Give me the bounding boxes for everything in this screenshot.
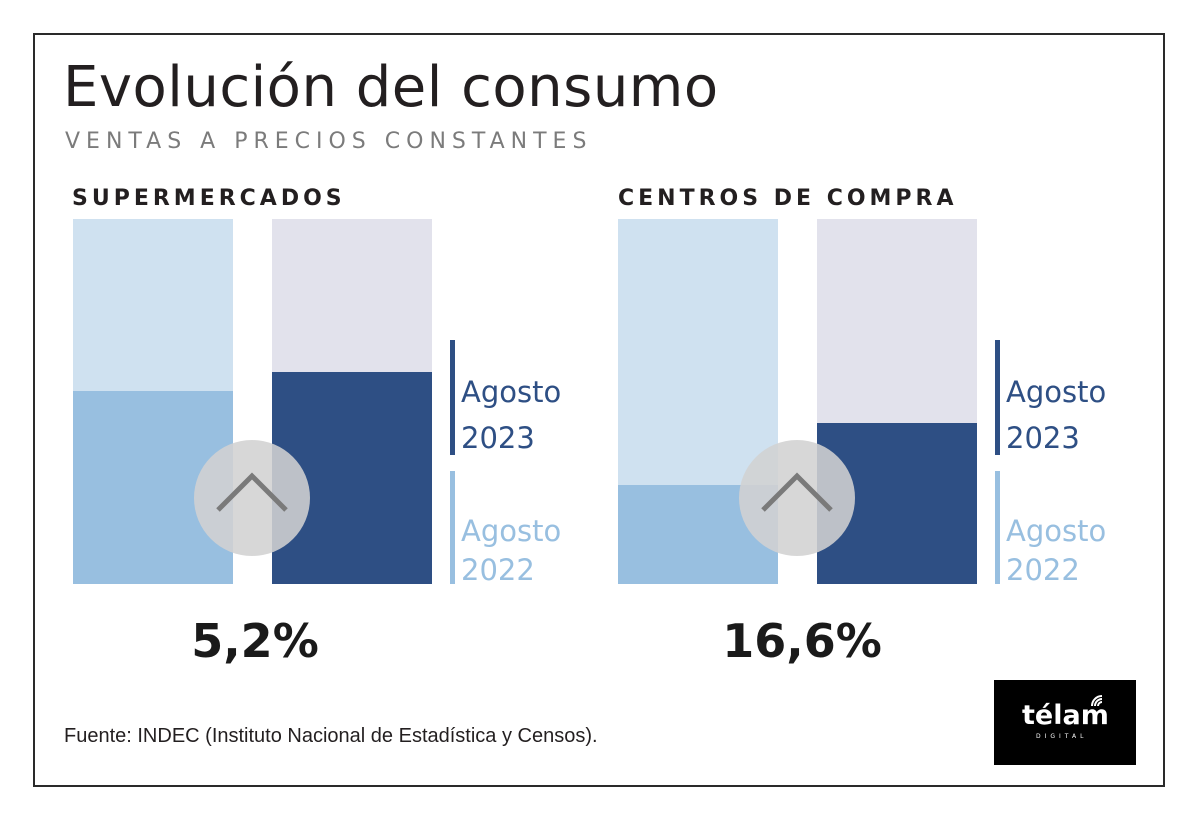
variation-centros-de-compra: 16,6% [722,614,882,668]
chart-frame [33,33,1165,787]
panel-title-supermercados: SUPERMERCADOS [72,186,346,211]
chevron-up-icon [194,440,310,556]
panel-title-centros-de-compra: CENTROS DE COMPRA [618,186,958,211]
legend-label-agosto-2022: Agosto [461,514,562,548]
legend-label-agosto-2023: Agosto [461,375,562,409]
legend-year-2022: 2022 [1006,553,1080,587]
legend-label-agosto-2022: Agosto [1006,514,1107,548]
chart-title: Evolución del consumo [63,55,719,120]
legend-year-2022: 2022 [461,553,535,587]
legend-label-agosto-2023: Agosto [1006,375,1107,409]
chevron-up-icon [739,440,855,556]
chart-subtitle: VENTAS A PRECIOS CONSTANTES [65,129,593,154]
telam-logo: télam DIGITAL [994,680,1136,765]
variation-supermercados: 5,2% [191,614,319,668]
legend-marker-2022 [995,471,1000,584]
signal-icon [1091,695,1103,707]
legend-marker-2023 [995,340,1000,455]
legend-year-2023: 2023 [461,421,535,455]
legend-marker-2023 [450,340,455,455]
logo-sub: DIGITAL [1036,733,1088,740]
legend-year-2023: 2023 [1006,421,1080,455]
legend-marker-2022 [450,471,455,584]
source-note: Fuente: INDEC (Instituto Nacional de Est… [64,725,598,747]
logo-word: télam [1022,700,1109,731]
